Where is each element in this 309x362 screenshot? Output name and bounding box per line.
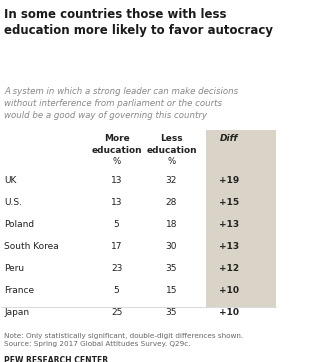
Text: Less
education: Less education [146,134,197,155]
Text: 18: 18 [166,220,177,229]
Text: Poland: Poland [4,220,34,229]
Text: France: France [4,286,34,295]
Text: 35: 35 [166,264,177,273]
Text: 35: 35 [166,308,177,317]
Text: 5: 5 [114,220,120,229]
Text: 5: 5 [114,286,120,295]
Text: More
education: More education [91,134,142,155]
Text: 15: 15 [166,286,177,295]
Text: UK: UK [4,176,16,185]
Text: Peru: Peru [4,264,24,273]
Text: Note: Only statistically significant, double-digit differences shown.
Source: Sp: Note: Only statistically significant, do… [4,333,243,347]
Text: 13: 13 [111,176,122,185]
Text: +13: +13 [219,242,239,251]
Text: +15: +15 [219,198,239,207]
Text: 32: 32 [166,176,177,185]
Text: South Korea: South Korea [4,242,59,251]
Text: 23: 23 [111,264,122,273]
Text: 25: 25 [111,308,122,317]
Text: A system in which a strong leader can make decisions
without interference from p: A system in which a strong leader can ma… [4,87,238,120]
Text: 28: 28 [166,198,177,207]
Text: 17: 17 [111,242,122,251]
Text: +12: +12 [219,264,239,273]
Text: PEW RESEARCH CENTER: PEW RESEARCH CENTER [4,356,108,362]
Text: +10: +10 [219,286,239,295]
Text: Diff: Diff [220,134,238,143]
Text: +10: +10 [219,308,239,317]
Text: U.S.: U.S. [4,198,22,207]
Text: +19: +19 [219,176,239,185]
Text: Japan: Japan [4,308,29,317]
Text: 30: 30 [166,242,177,251]
Text: %: % [112,157,121,167]
Text: In some countries those with less
education more likely to favor autocracy: In some countries those with less educat… [4,8,273,37]
Text: +13: +13 [219,220,239,229]
FancyBboxPatch shape [206,130,276,322]
Text: 13: 13 [111,198,122,207]
Text: %: % [167,157,176,167]
